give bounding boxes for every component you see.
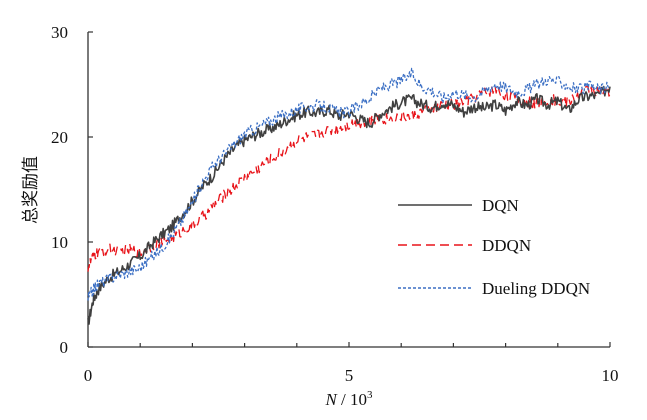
legend-label: DDQN bbox=[482, 236, 531, 255]
x-tick-label: 10 bbox=[602, 366, 619, 385]
x-tick-label: 5 bbox=[345, 366, 354, 385]
legend: DQN DDQN Dueling DDQN bbox=[398, 196, 590, 298]
y-tick-label: 20 bbox=[51, 128, 68, 147]
x-axis-title-exponent: 3 bbox=[367, 389, 373, 401]
y-tick-label: 30 bbox=[51, 23, 68, 42]
series-line-dueling-ddqn bbox=[87, 67, 611, 301]
x-axis-title: N / 103 bbox=[324, 389, 373, 409]
x-tick-label: 0 bbox=[84, 366, 93, 385]
y-axis-title: 总奖励值 bbox=[21, 156, 40, 224]
legend-label: DQN bbox=[482, 196, 519, 215]
legend-label: Dueling DDQN bbox=[482, 279, 590, 298]
y-tick-label: 10 bbox=[51, 233, 68, 252]
x-axis-title-var: N bbox=[324, 390, 338, 409]
x-axis-title-unit: / 10 bbox=[337, 390, 367, 409]
series-layer bbox=[87, 67, 611, 325]
ticks: 0 10 20 30 0 5 10 bbox=[51, 23, 619, 385]
y-tick-label: 0 bbox=[60, 338, 69, 357]
axes bbox=[87, 32, 610, 348]
